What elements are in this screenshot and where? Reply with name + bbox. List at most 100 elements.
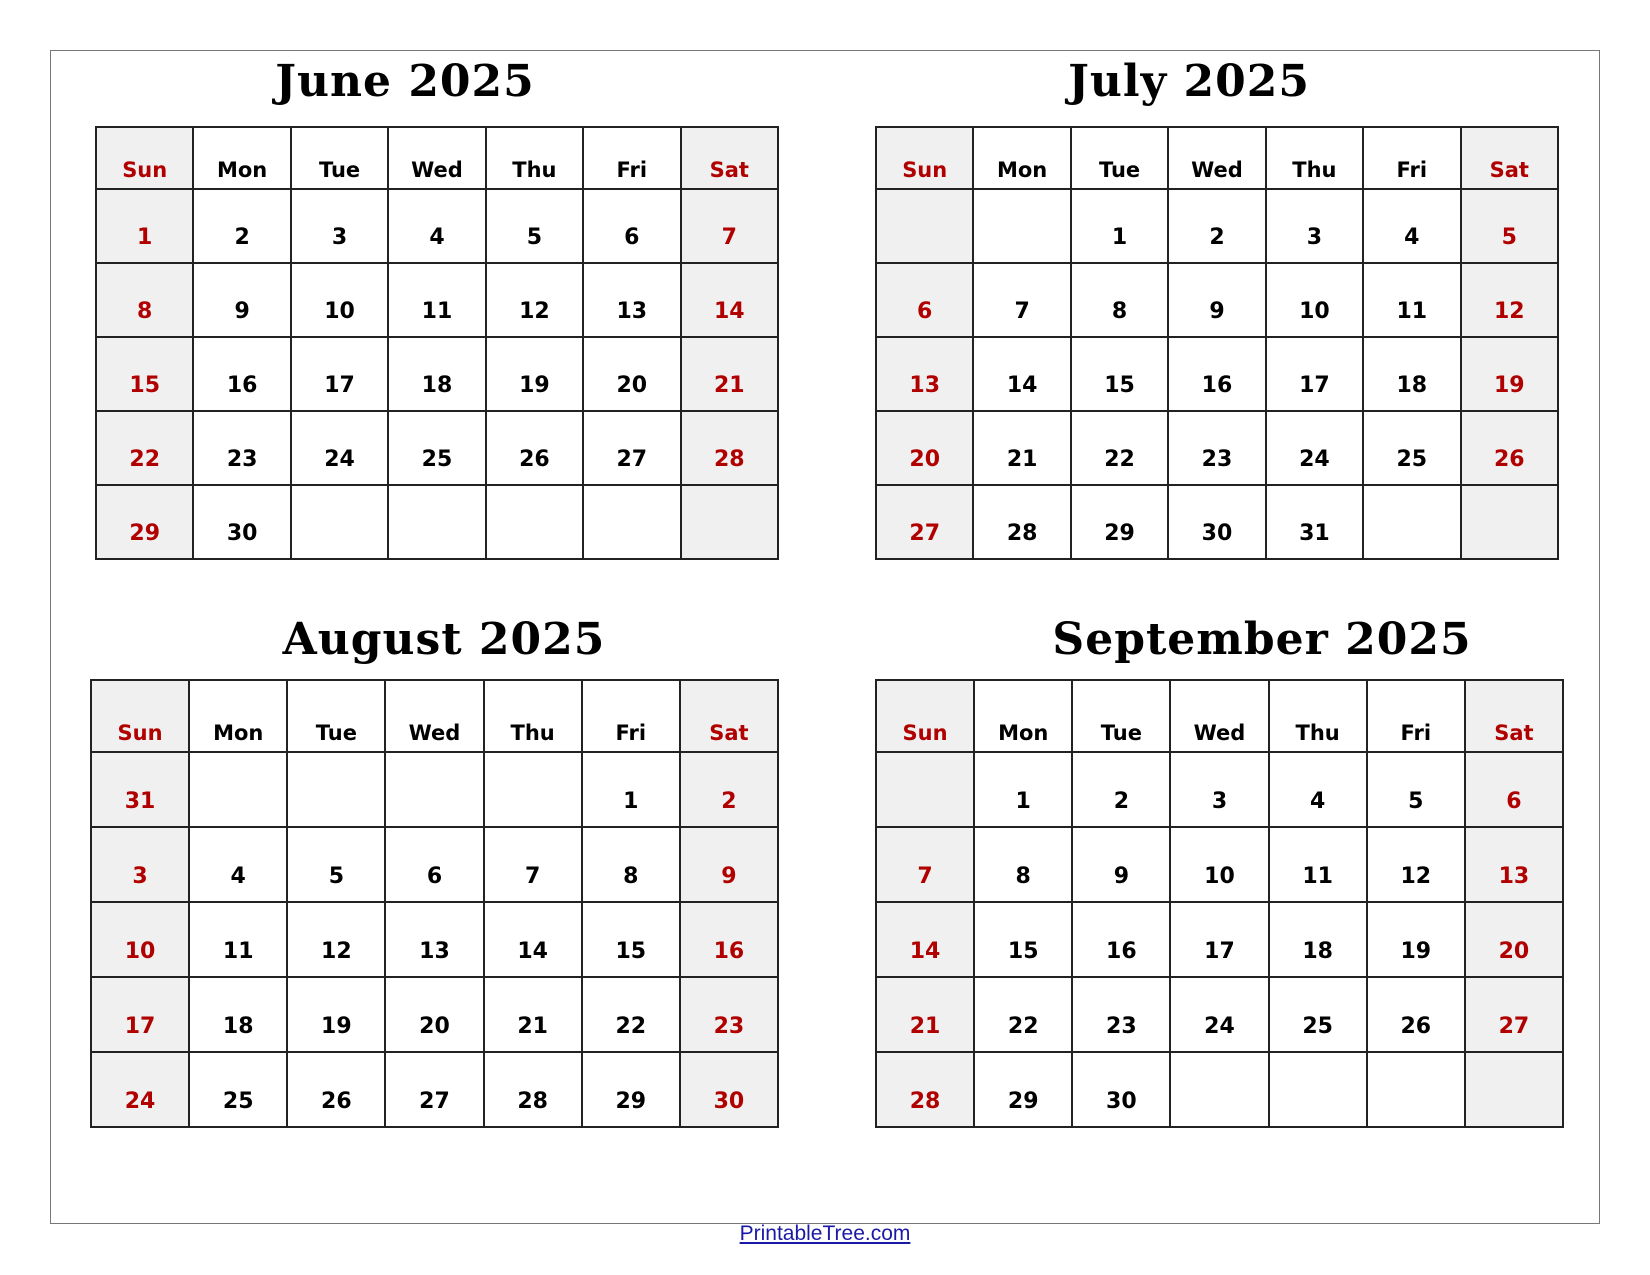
august-title: August 2025: [282, 614, 606, 665]
day-cell: 6: [1463, 751, 1565, 828]
day-cell: 20: [874, 410, 975, 486]
empty-day-cell: [874, 188, 975, 264]
day-cell: 30: [1071, 1051, 1172, 1128]
day-cell: 4: [387, 188, 487, 264]
weekday-tue: Tue: [289, 126, 390, 190]
day-cell: 22: [1069, 410, 1170, 486]
empty-day-cell: [387, 484, 487, 560]
day-cell: 2: [1167, 188, 1267, 264]
day-cell: 13: [874, 336, 975, 412]
week-row: 29 30: [94, 484, 780, 560]
printabletree-link[interactable]: PrintableTree.com: [739, 1222, 911, 1245]
weekday-fri: Fri: [582, 126, 682, 190]
footer: PrintableTree.com: [0, 1222, 1650, 1246]
day-cell: 5: [1459, 188, 1560, 264]
day-cell: 15: [973, 901, 1074, 978]
day-cell: 12: [484, 262, 585, 338]
weekday-fri: Fri: [1362, 126, 1462, 190]
day-cell: 11: [1362, 262, 1462, 338]
day-cell: 6: [384, 826, 485, 903]
day-cell: 31: [89, 751, 191, 828]
september-calendar-grid: Sun Mon Tue Wed Thu Fri Sat 1 2 3 4 5 6 7 8 9 10 11 12 13 14…: [874, 679, 1565, 1128]
empty-day-cell: [679, 484, 780, 560]
day-cell: 13: [582, 262, 682, 338]
weekday-sun: Sun: [874, 126, 975, 190]
day-cell: 2: [678, 751, 780, 828]
weekday-sat: Sat: [678, 679, 780, 753]
day-cell: 11: [188, 901, 289, 978]
july-calendar-grid: Sun Mon Tue Wed Thu Fri Sat 1 2 3 4 5 6 7 8 9 10 11 12 13 14…: [874, 126, 1560, 560]
weekday-thu: Thu: [1267, 679, 1368, 753]
day-cell: 11: [1267, 826, 1368, 903]
day-cell: 25: [188, 1051, 289, 1128]
week-row: 22 23 24 25 26 27 28: [94, 410, 780, 486]
empty-day-cell: [188, 751, 289, 828]
day-cell: 24: [1169, 976, 1270, 1053]
day-cell: 3: [1169, 751, 1270, 828]
day-cell: 29: [973, 1051, 1074, 1128]
weekday-tue: Tue: [286, 679, 387, 753]
day-cell: 1: [94, 188, 195, 264]
page-frame: [50, 50, 1600, 1224]
weekday-wed: Wed: [1169, 679, 1270, 753]
day-cell: 21: [482, 976, 583, 1053]
day-cell: 14: [874, 901, 976, 978]
day-cell: 7: [482, 826, 583, 903]
day-cell: 10: [289, 262, 390, 338]
day-cell: 25: [1267, 976, 1368, 1053]
day-cell: 27: [582, 410, 682, 486]
day-cell: 29: [94, 484, 195, 560]
day-cell: 14: [972, 336, 1072, 412]
weekday-tue: Tue: [1069, 126, 1170, 190]
weekday-fri: Fri: [580, 679, 681, 753]
day-cell: 14: [679, 262, 780, 338]
day-cell: 20: [384, 976, 485, 1053]
week-row: 13 14 15 16 17 18 19: [874, 336, 1560, 412]
day-cell: 28: [874, 1051, 976, 1128]
day-cell: 25: [387, 410, 487, 486]
day-cell: 17: [1264, 336, 1365, 412]
weekday-thu: Thu: [484, 126, 585, 190]
day-cell: 22: [973, 976, 1074, 1053]
empty-day-cell: [1365, 1051, 1466, 1128]
week-row: 31 1 2: [89, 751, 780, 828]
weekday-wed: Wed: [387, 126, 487, 190]
day-cell: 23: [678, 976, 780, 1053]
september-title: September 2025: [1052, 614, 1472, 665]
weekday-sat: Sat: [1459, 126, 1560, 190]
day-cell: 25: [1362, 410, 1462, 486]
week-row: 24 25 26 27 28 29 30: [89, 1051, 780, 1128]
weekday-sun: Sun: [89, 679, 191, 753]
day-cell: 18: [1267, 901, 1368, 978]
day-cell: 22: [94, 410, 195, 486]
day-cell: 18: [188, 976, 289, 1053]
day-cell: 16: [1071, 901, 1172, 978]
day-cell: 7: [679, 188, 780, 264]
week-row: 14 15 16 17 18 19 20: [874, 901, 1565, 978]
week-row: 20 21 22 23 24 25 26: [874, 410, 1560, 486]
day-cell: 28: [482, 1051, 583, 1128]
empty-day-cell: [1362, 484, 1462, 560]
day-cell: 21: [874, 976, 976, 1053]
week-row: 21 22 23 24 25 26 27: [874, 976, 1565, 1053]
day-cell: 8: [973, 826, 1074, 903]
day-cell: 26: [484, 410, 585, 486]
day-cell: 21: [972, 410, 1072, 486]
day-cell: 3: [89, 826, 191, 903]
day-cell: 5: [286, 826, 387, 903]
day-cell: 4: [1267, 751, 1368, 828]
day-cell: 16: [192, 336, 292, 412]
empty-day-cell: [286, 751, 387, 828]
day-cell: 17: [289, 336, 390, 412]
day-cell: 18: [1362, 336, 1462, 412]
day-cell: 3: [1264, 188, 1365, 264]
weekday-header-row: Sun Mon Tue Wed Thu Fri Sat: [94, 126, 780, 190]
day-cell: 30: [1167, 484, 1267, 560]
weekday-sat: Sat: [679, 126, 780, 190]
day-cell: 5: [1365, 751, 1466, 828]
day-cell: 16: [1167, 336, 1267, 412]
day-cell: 19: [1365, 901, 1466, 978]
day-cell: 23: [192, 410, 292, 486]
empty-day-cell: [582, 484, 682, 560]
